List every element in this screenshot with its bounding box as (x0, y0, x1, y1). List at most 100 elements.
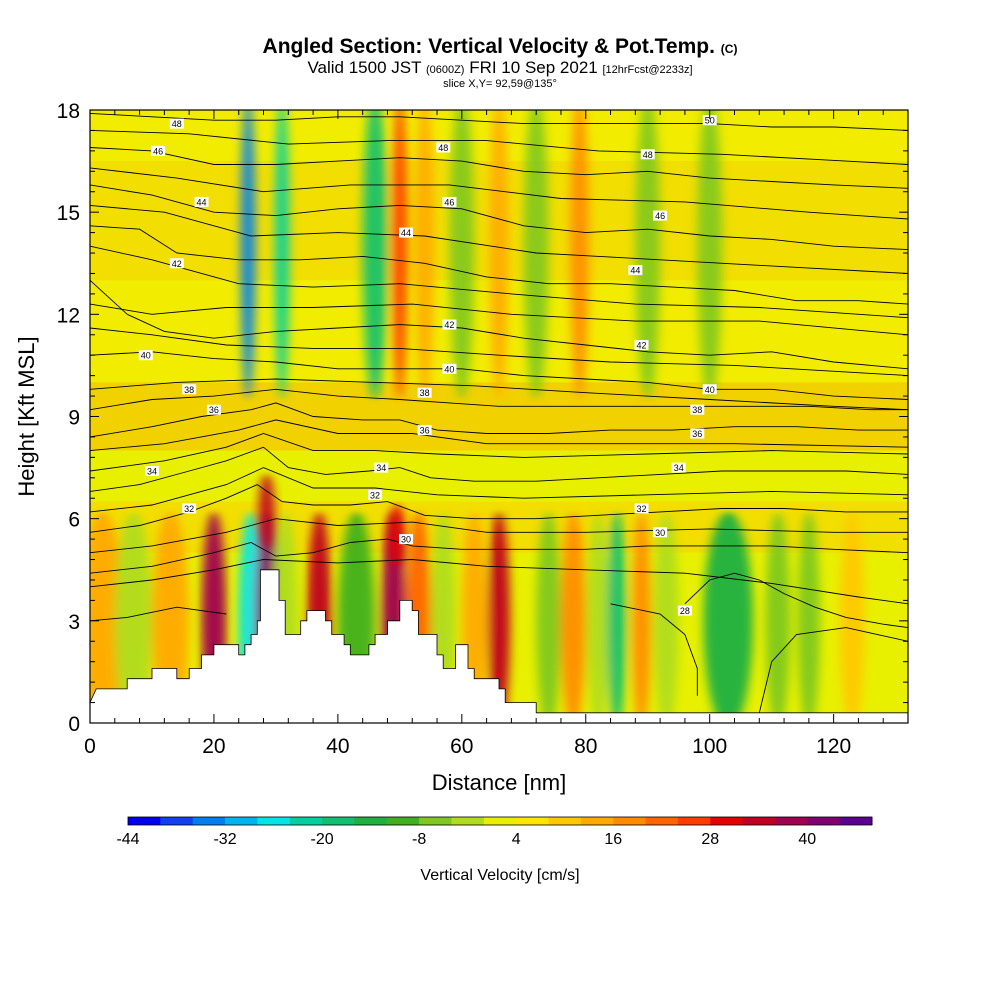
isotherm-label: 38 (692, 405, 702, 415)
colorbar: -44 -32 -20 -8 4 16 28 40 Vertical Velocity [cm/… (116, 816, 873, 884)
colorbar-tick-label: -44 (116, 831, 139, 848)
colorbar-swatch (192, 817, 226, 825)
isotherm-label: 46 (153, 146, 163, 156)
isotherm-label: 42 (637, 340, 647, 350)
isotherm-38 (90, 388, 908, 411)
velocity-streak (489, 110, 509, 400)
colorbar-swatch (289, 817, 323, 825)
forecast-info: [12hrFcst@2233z] (602, 64, 693, 76)
colorbar-tick-label: 40 (798, 831, 816, 848)
velocity-streak (523, 110, 549, 400)
velocity-streak (240, 110, 256, 400)
y-tick-label: 12 (57, 304, 80, 327)
isotherm-label-bg (399, 227, 414, 238)
isotherm-label-bg (194, 196, 209, 207)
isotherm-label-bg (182, 384, 197, 395)
colorbar-title: Vertical Velocity [cm/s] (420, 867, 579, 884)
x-tick-label: 0 (84, 735, 96, 758)
x-tick-label: 120 (816, 735, 851, 758)
velocity-column (797, 511, 820, 723)
updraft-core (258, 473, 275, 550)
isotherm-line (90, 518, 908, 554)
isotherm-label: 38 (420, 388, 430, 398)
isotherm-label-bg (442, 196, 457, 207)
isotherm-label-bg (653, 210, 668, 221)
colorbar-swatch (322, 817, 355, 825)
isotherm-label: 46 (655, 211, 665, 221)
colorbar-swatch (128, 817, 161, 825)
velocity-column (587, 511, 610, 723)
x-axis-title: Distance [nm] (432, 770, 567, 795)
velocity-column (632, 511, 651, 723)
isotherm-label: 40 (141, 351, 151, 361)
isotherm-label-bg (436, 142, 451, 153)
valid-time-line: Valid 1500 JST (0600Z) FRI 10 Sep 2021 [… (0, 59, 1000, 78)
updraft-core (388, 503, 405, 568)
x-tick-label: 60 (450, 735, 473, 758)
isotherm-label: 34 (147, 466, 157, 476)
isotherm-label: 34 (376, 463, 386, 473)
colorbar-tick-label: -20 (311, 831, 334, 848)
colorbar-swatch (710, 817, 744, 825)
velocity-streak (697, 110, 723, 400)
isotherm-label-bg (702, 384, 717, 395)
isotherm-label-bg (442, 363, 457, 374)
isotherm-label: 44 (630, 266, 640, 276)
y-tick-label: 3 (68, 611, 80, 634)
isotherm-34 (90, 446, 908, 492)
isotherm-label-bg (690, 404, 705, 415)
isotherm-44 (90, 225, 908, 305)
isotherm-line (90, 378, 908, 411)
velocity-column (765, 511, 791, 723)
isotherm-label: 48 (643, 150, 653, 160)
isotherm-label-bg (702, 115, 717, 126)
isotherm-46 (90, 184, 908, 251)
velocity-streak (362, 110, 388, 400)
colorbar-swatch (225, 817, 258, 825)
isotherm-label: 42 (172, 259, 182, 269)
isotherm-label: 36 (420, 426, 430, 436)
colorbar-swatch (419, 817, 452, 825)
colorbar-swatch (807, 817, 841, 825)
isotherm-label: 30 (401, 535, 411, 545)
isotherm-label: 40 (705, 385, 715, 395)
colorbar-tick-label: 28 (701, 831, 719, 848)
isotherm-label: 50 (705, 116, 715, 126)
colorbar-swatch (257, 817, 291, 825)
chart-title-text: Angled Section: Vertical Velocity & Pot.… (262, 35, 715, 58)
isotherm-label-bg (138, 350, 153, 361)
velocity-band (90, 450, 908, 502)
isotherm-label: 32 (184, 504, 194, 514)
colorbar-swatch (839, 817, 873, 825)
isotherm-label-bg (634, 503, 649, 514)
isotherm-line (90, 559, 908, 605)
isotherm-label: 36 (692, 429, 702, 439)
isotherm-32 (90, 484, 908, 533)
isotherm-label-bg (399, 534, 414, 545)
isotherm-line (90, 167, 908, 220)
isotherm-line (90, 129, 908, 165)
velocity-column (560, 511, 586, 723)
isotherm-28 (684, 572, 908, 629)
velocity-streak (274, 110, 290, 400)
isotherm-label-bg (169, 258, 184, 269)
chart-title: Angled Section: Vertical Velocity & Pot.… (0, 36, 1000, 60)
velocity-streak (392, 110, 408, 400)
velocity-column (90, 511, 125, 723)
velocity-column (536, 511, 561, 723)
colorbar-tick-label: -32 (213, 831, 236, 848)
velocity-streak (570, 110, 589, 400)
colorbar-swatch (774, 817, 808, 825)
isotherm-label-bg (628, 265, 643, 276)
isotherm-label-bg (677, 605, 692, 616)
colorbar-swatch (483, 817, 517, 825)
isotherm-label: 36 (209, 405, 219, 415)
colorbar-tick-label: 4 (512, 831, 521, 848)
colorbar-swatch (580, 817, 614, 825)
isotherm-label-bg (634, 339, 649, 350)
y-tick-label: 9 (68, 407, 80, 430)
y-tick-label: 6 (68, 509, 80, 532)
isotherm-label: 48 (172, 119, 182, 129)
colorbar-swatch (742, 817, 776, 825)
isotherm-label: 44 (401, 228, 411, 238)
